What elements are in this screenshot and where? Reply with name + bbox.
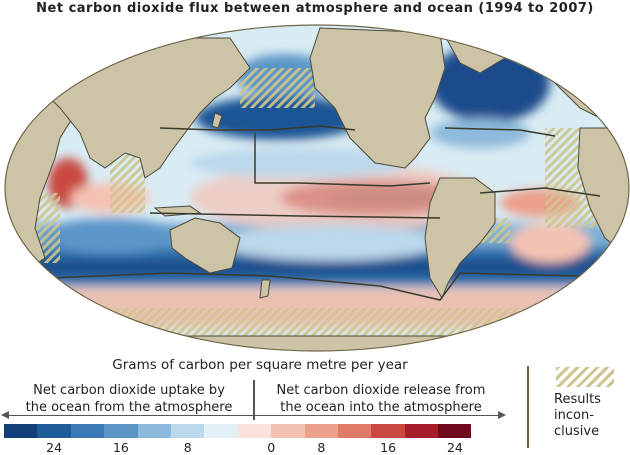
map-title: Net carbon dioxide flux between atmosphe…: [36, 1, 594, 16]
north-america: [309, 27, 446, 169]
new-zealand: [259, 279, 271, 299]
antarctica: [5, 335, 629, 351]
scale-swatch: [204, 424, 238, 438]
south-atlantic-mix: [510, 223, 590, 263]
scale-tick-label: 8: [183, 440, 192, 455]
scale-swatch: [104, 424, 138, 438]
scale-swatch: [237, 424, 272, 438]
australia: [169, 217, 241, 274]
inconclusive-hatch-swatch: [556, 367, 614, 387]
scale-swatch: [404, 424, 439, 438]
legend-line-3: clusive: [554, 424, 600, 439]
legend-line-1: Results: [554, 392, 601, 407]
units-label: Grams of carbon per square metre per yea…: [112, 357, 408, 373]
release-label: Net carbon dioxide release from the ocea…: [262, 382, 500, 416]
release-label-line-1: Net carbon dioxide release from: [276, 383, 486, 398]
legend-line-2: incon-: [554, 408, 594, 423]
scale-swatch: [271, 424, 305, 438]
scale-swatch: [438, 424, 472, 438]
legend-divider: [527, 366, 529, 448]
scale-swatch: [170, 424, 205, 438]
north-atlantic-mid: [430, 118, 530, 148]
arrow-right-icon: [498, 411, 506, 419]
africa-right: [577, 127, 629, 260]
scale-swatch: [371, 424, 405, 438]
subtropical-pacific-north: [190, 148, 410, 178]
uptake-label: Net carbon dioxide uptake by the ocean f…: [10, 382, 248, 416]
scale-swatch: [337, 424, 372, 438]
uptake-label-line-2: the ocean from the atmosphere: [25, 400, 233, 415]
japan: [211, 112, 223, 129]
basin-boundaries: [5, 125, 629, 301]
south-pacific-blue: [220, 225, 440, 261]
inconclusive-legend-label: Results incon- clusive: [554, 392, 601, 440]
scale-tick-label: 24: [446, 440, 463, 455]
label-divider: [253, 380, 255, 420]
release-label-line-2: the ocean into the atmosphere: [280, 400, 482, 415]
scale-tick-label: 16: [112, 440, 129, 455]
scale-arrow-line: [8, 415, 498, 416]
scale-swatch: [37, 424, 71, 438]
scale-tick-label: 24: [46, 440, 63, 455]
south-america: [424, 177, 496, 300]
south-indian-blue: [40, 218, 180, 254]
color-scale: [4, 424, 472, 438]
scale-tick-label: 16: [380, 440, 397, 455]
scale-tick-label: 8: [317, 440, 326, 455]
scale-swatch: [137, 424, 171, 438]
map-outline: [4, 24, 630, 352]
scale-swatch: [70, 424, 105, 438]
world-map: [4, 24, 630, 352]
scale-swatch: [4, 424, 38, 438]
scale-tick-labels: 24 16 8 0 8 16 24: [0, 440, 520, 455]
scale-tick-label: 0: [267, 440, 276, 455]
scale-swatch: [304, 424, 338, 438]
north-pacific-uptake: [195, 96, 365, 140]
uptake-label-line-1: Net carbon dioxide uptake by: [33, 383, 225, 398]
arrow-left-icon: [1, 411, 9, 419]
southern-ocean-inner: [5, 258, 629, 276]
